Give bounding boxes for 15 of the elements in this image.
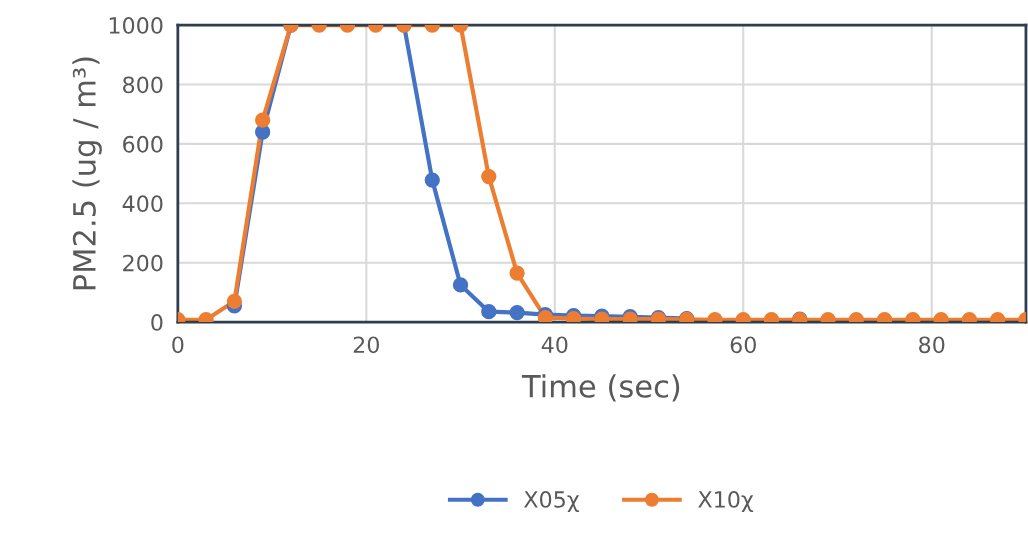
y-tick-label: 600 — [123, 135, 163, 153]
legend-label: X05χ — [524, 491, 580, 513]
x-tick-label: 0 — [172, 336, 184, 354]
x-tick-label: 20 — [353, 336, 379, 354]
x-tick-label: 40 — [541, 336, 568, 354]
x-tick-label: 80 — [919, 336, 945, 354]
legend-label: X10χ — [698, 491, 754, 513]
y-tick-label: 800 — [123, 76, 163, 94]
y-tick-label: 400 — [122, 195, 163, 213]
y-axis-title: PM2.5 (ug / m³) — [72, 57, 102, 290]
y-tick-label: 0 — [151, 314, 163, 331]
x-tick-label: 60 — [730, 336, 756, 354]
y-tick-label: 200 — [123, 254, 163, 272]
x-axis-title: Time (sec) — [521, 374, 680, 402]
y-tick-label: 1000 — [109, 17, 163, 34]
